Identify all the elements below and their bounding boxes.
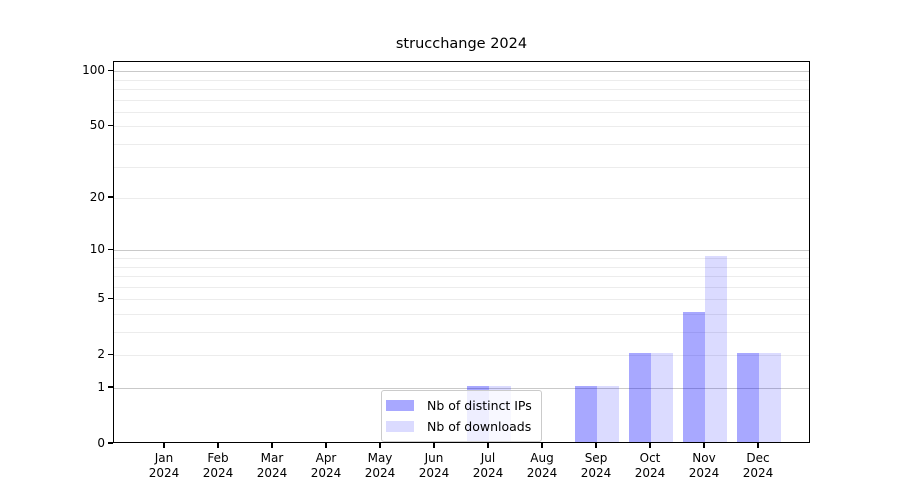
minor-gridline — [114, 286, 809, 288]
major-gridline — [114, 71, 809, 73]
bar — [705, 255, 727, 442]
x-tick-label: May 2024 — [364, 451, 396, 480]
bar — [629, 353, 651, 442]
legend-item: Nb of downloads — [386, 416, 532, 437]
y-tick-mark — [108, 353, 113, 355]
downloads-swatch-icon — [386, 421, 414, 432]
legend-label: Nb of downloads — [427, 419, 532, 434]
x-tick-label: Jul 2024 — [472, 451, 504, 480]
major-gridline — [114, 388, 809, 389]
bar — [575, 386, 597, 442]
x-tick-mark — [433, 443, 435, 448]
x-tick-mark — [757, 443, 759, 448]
bar — [737, 353, 759, 442]
y-tick-mark — [108, 442, 113, 444]
chart-title: strucchange 2024 — [395, 36, 528, 52]
y-tick-label: 20 — [89, 190, 105, 204]
minor-gridline — [114, 88, 809, 90]
x-tick-mark — [271, 443, 273, 448]
y-tick-label: 100 — [82, 63, 105, 78]
legend-label: Nb of distinct IPs — [427, 398, 532, 413]
y-tick-mark — [108, 386, 113, 388]
y-tick-label: 10 — [89, 242, 105, 257]
minor-gridline — [114, 111, 809, 113]
minor-gridline — [114, 126, 809, 128]
y-tick-mark — [108, 69, 113, 71]
x-tick-mark — [649, 443, 651, 448]
bar — [651, 353, 673, 442]
bar — [683, 311, 705, 442]
x-tick-mark — [541, 443, 543, 448]
x-tick-mark — [703, 443, 705, 448]
x-tick-label: Aug 2024 — [526, 451, 558, 480]
x-tick-mark — [163, 443, 165, 448]
minor-gridline — [114, 355, 809, 357]
minor-gridline — [114, 266, 809, 268]
minor-gridline — [114, 166, 809, 168]
x-tick-label: Mar 2024 — [256, 451, 288, 480]
x-tick-label: Nov 2024 — [688, 451, 720, 480]
y-tick-mark — [108, 124, 113, 126]
x-tick-mark — [325, 443, 327, 448]
x-tick-mark — [487, 443, 489, 448]
minor-gridline — [114, 276, 809, 277]
plot-area — [113, 61, 810, 443]
x-tick-label: Oct 2024 — [634, 451, 666, 480]
minor-gridline — [114, 99, 809, 101]
x-tick-label: Jan 2024 — [148, 451, 180, 480]
x-tick-mark — [379, 443, 381, 448]
distinct-ips-swatch-icon — [386, 400, 414, 411]
y-tick-label: 5 — [97, 291, 105, 306]
bar — [759, 353, 781, 442]
x-tick-label: Sep 2024 — [580, 451, 612, 480]
legend-item: Nb of distinct IPs — [386, 395, 532, 416]
y-tick-label: 0 — [97, 436, 105, 450]
y-tick-label: 2 — [97, 347, 105, 362]
x-tick-mark — [595, 443, 597, 448]
bar — [597, 386, 619, 442]
minor-gridline — [114, 332, 809, 333]
y-tick-mark — [108, 297, 113, 299]
x-tick-label: Jun 2024 — [418, 451, 450, 480]
x-tick-mark — [217, 443, 219, 448]
minor-gridline — [114, 143, 809, 145]
y-tick-mark — [108, 196, 113, 198]
y-tick-mark — [108, 248, 113, 250]
y-tick-label: 50 — [89, 118, 105, 133]
minor-gridline — [114, 299, 809, 301]
minor-gridline — [114, 257, 809, 259]
x-tick-label: Feb 2024 — [202, 451, 234, 480]
legend: Nb of distinct IPs Nb of downloads — [381, 390, 542, 442]
x-tick-label: Apr 2024 — [310, 451, 342, 480]
minor-gridline — [114, 198, 809, 199]
major-gridline — [114, 250, 809, 252]
minor-gridline — [114, 79, 809, 81]
y-tick-label: 1 — [97, 380, 105, 394]
minor-gridline — [114, 313, 809, 315]
x-tick-label: Dec 2024 — [742, 451, 774, 480]
